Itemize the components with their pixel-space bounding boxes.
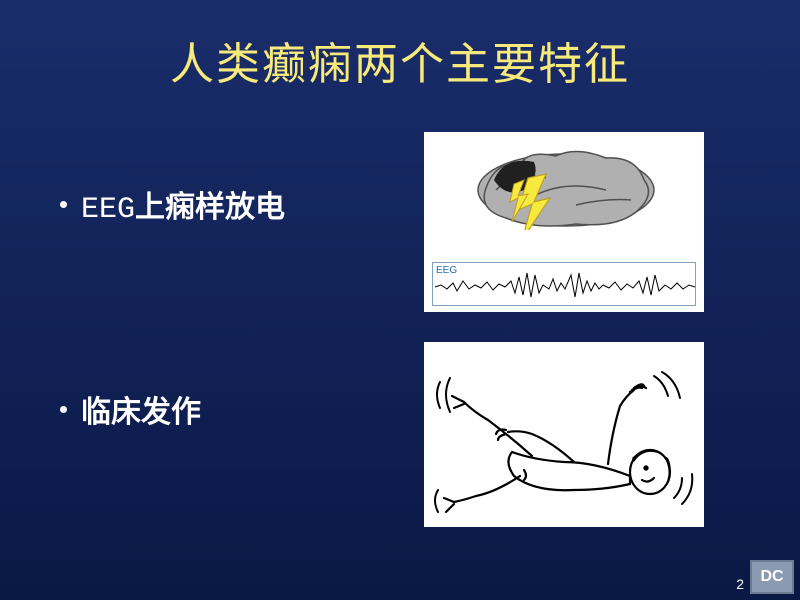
eeg-strip (432, 262, 696, 306)
bullets-column: EEG上痫样放电 临床发作 (60, 122, 368, 591)
brain-icon (466, 140, 656, 230)
bullet-1-prefix: EEG (81, 193, 135, 227)
brain-eeg-image: EEG (424, 132, 704, 312)
eeg-label: EEG (436, 265, 457, 276)
bullet-dot (60, 201, 67, 208)
content-area: EEG上痫样放电 临床发作 (0, 92, 800, 591)
bullet-1-text: 上痫样放电 (135, 191, 285, 224)
person-icon (424, 342, 704, 527)
footer: 2 DC (736, 560, 794, 594)
bullet-2: 临床发作 (60, 387, 368, 431)
slide-title: 人类癫痫两个主要特征 (0, 0, 800, 92)
eeg-waveform (433, 263, 697, 307)
bullet-dot (60, 406, 67, 413)
page-number: 2 (736, 576, 744, 592)
logo-badge: DC (750, 560, 794, 594)
images-column: EEG (368, 122, 760, 591)
bullet-2-text: 临床发作 (81, 387, 201, 431)
bullet-1: EEG上痫样放电 (60, 182, 368, 227)
seizure-image (424, 342, 704, 527)
